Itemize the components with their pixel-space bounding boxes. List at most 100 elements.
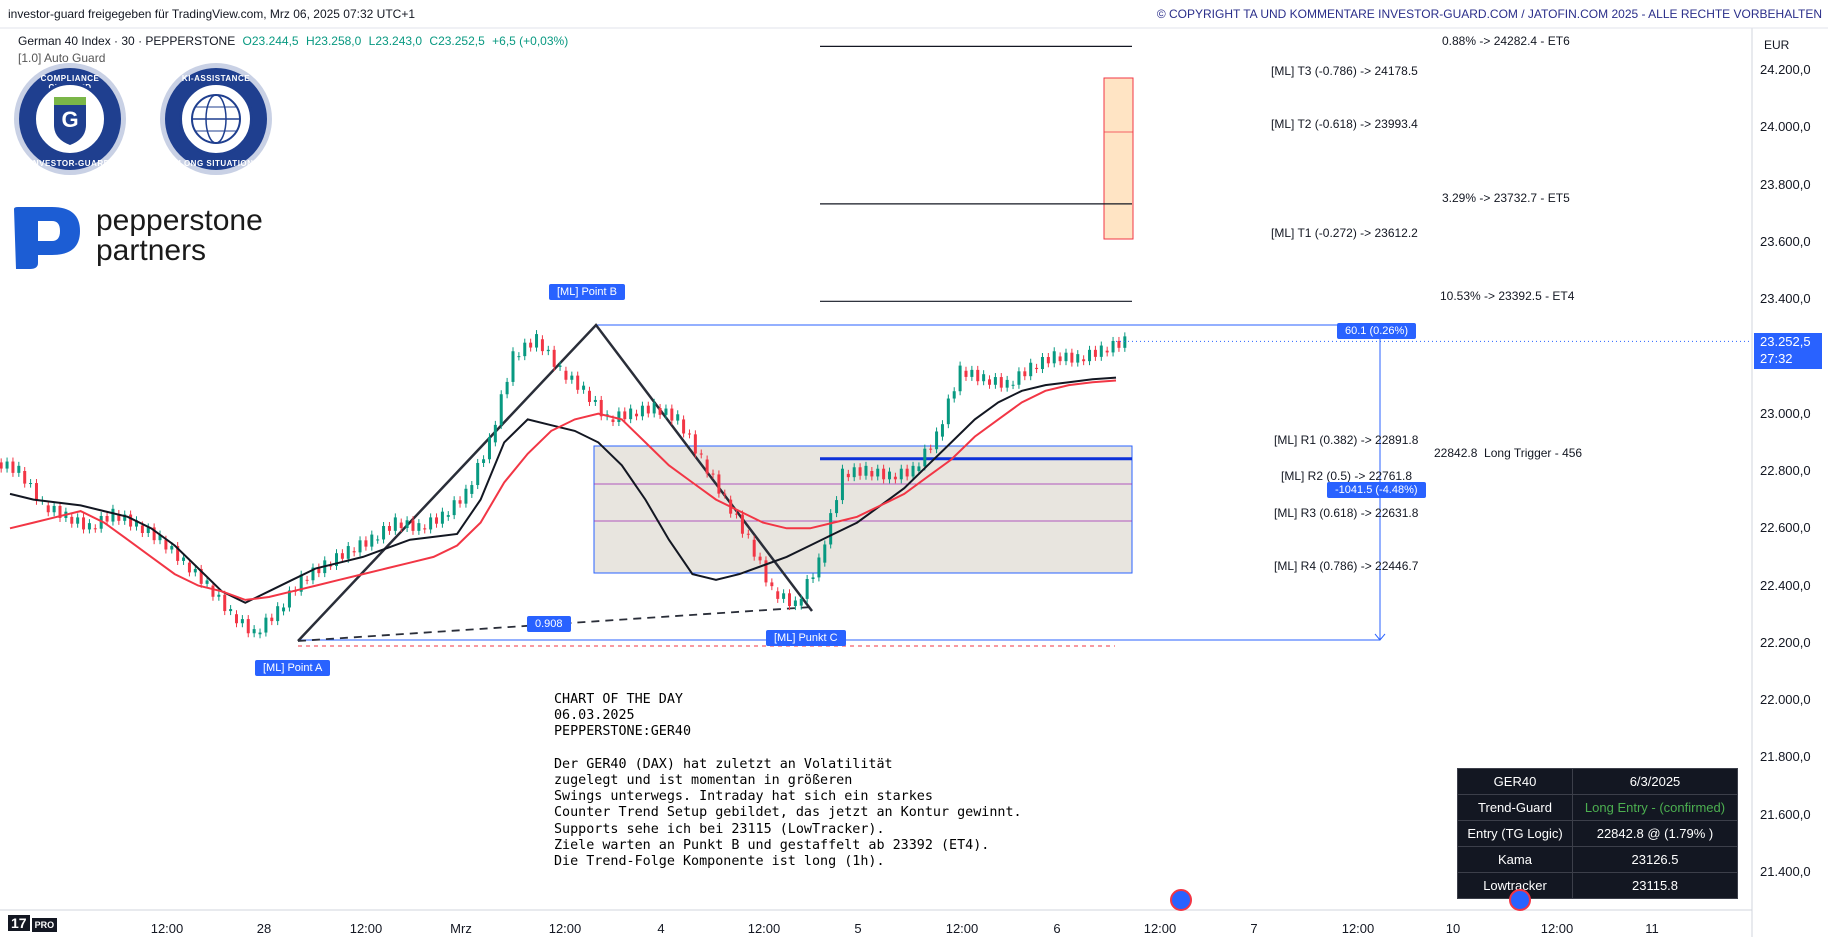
economic-event-icon[interactable] [1170,889,1192,911]
candle-body [482,459,486,463]
ki-assistance-badge: KI-ASSISTANCE LONG SITUATION [160,63,272,175]
et6-label: 0.88% -> 24282.4 - ET6 [1442,34,1570,48]
time-tick-label: Mrz [450,921,472,936]
candle-body [387,525,391,531]
candle-body [205,580,209,584]
candle-body [282,607,286,612]
candle-body [382,525,386,540]
candle-body [82,517,86,530]
candle-body [1082,359,1086,362]
low-value: L23.243,0 [368,34,423,48]
candle-body [1023,371,1027,377]
candle-body [999,377,1003,388]
candle-body [158,534,162,541]
retracement-zone [593,445,1133,574]
candle-body [640,405,644,417]
table-cell: GER40 [1457,768,1573,795]
candle-body [234,614,238,624]
candle-body [576,375,580,390]
candle-body [193,568,197,573]
measure-down-label[interactable]: -1041.5 (-4.48%) [1327,482,1426,498]
candle-body [352,551,356,553]
candle-body [1058,356,1062,362]
measure-up-label[interactable]: 60.1 (0.26%) [1337,323,1416,339]
commentary-body: Der GER40 (DAX) hat zuletzt an Volatilit… [554,756,1022,870]
time-tick-label: 12:00 [548,921,582,936]
time-tick-label: 5 [854,921,862,936]
tradingview-logo[interactable]: 17 PRO [8,915,58,932]
candle-body [535,334,539,348]
high-value: H23.258,0 [305,34,362,48]
candle-body [511,351,515,382]
candle-body [552,349,556,367]
lowtracker-line [9,379,1117,601]
candle-body [1070,352,1074,363]
symbol-name: German 40 Index · 30 · PEPPERSTONE [18,34,236,48]
candle-body [1046,357,1050,364]
candle-body [1040,357,1044,370]
point-b-label[interactable]: [ML] Point B [549,284,625,300]
trend-guard-table: GER40 6/3/2025 Trend-Guard Long Entry - (c… [1457,768,1738,899]
candle-body [1005,379,1009,388]
candle-body [111,508,115,522]
candle-body [11,461,15,473]
candle-body [740,514,744,534]
price-tick-label: 22.000,0 [1760,692,1811,708]
table-row: GER40 6/3/2025 [1457,768,1738,795]
ki-bottom-label: LONG SITUATION [178,159,254,168]
candle-body [1017,371,1021,385]
candle-body [52,505,56,513]
candle-body [923,448,927,467]
candle-body [982,374,986,382]
candle-body [17,465,21,473]
candle-body [440,511,444,524]
candle-body [499,394,503,425]
r3-label: [ML] R3 (0.618) -> 22631.8 [1274,506,1419,520]
candle-body [46,505,50,513]
point-c-label[interactable]: [ML] Punkt C [766,630,846,646]
candle-body [70,516,74,524]
time-tick-label: 12:00 [150,921,184,936]
candle-body [1088,349,1092,362]
candle-body [940,424,944,437]
candle-body [911,465,915,477]
candle-body [876,468,880,477]
kama-line [9,376,1117,604]
point-a-label[interactable]: [ML] Point A [255,660,331,676]
symbol-legend[interactable]: German 40 Index · 30 · PEPPERSTONE O23.2… [18,34,572,48]
ratio-label[interactable]: 0.908 [527,616,571,632]
change-value: +6,5 (+0,03%) [492,34,569,48]
table-cell: Long Entry - (confirmed) [1572,794,1738,821]
price-tick-label: 22.200,0 [1760,634,1811,650]
currency-label[interactable]: EUR [1764,38,1790,52]
candle-body [735,513,739,515]
candle-body [682,419,686,434]
time-tick-label: 10 [1445,921,1461,936]
candle-body [529,342,533,348]
candle-body [1064,352,1068,362]
candle-body [140,525,144,534]
candle-body [170,546,174,550]
candle-body [270,617,274,622]
candle-body [246,619,250,634]
candle-body [776,591,780,599]
indicator-legend[interactable]: [1.0] Auto Guard [18,51,106,65]
candle-body [405,520,409,528]
candle-body [152,527,156,541]
candle-body [558,365,562,367]
candle-body [217,594,221,597]
economic-event-icon[interactable] [1509,889,1531,911]
candle-body [1117,340,1121,348]
time-tick-label: 12:00 [1143,921,1177,936]
candle-body [23,471,27,484]
candle-body [146,527,150,534]
candle-body [652,402,656,414]
candle-body [223,594,227,612]
compliance-bottom-label: INVESTOR-GUARD [30,159,110,168]
table-row: Lowtracker 23115.8 [1457,872,1738,899]
candle-body [123,514,127,521]
candle-body [358,540,362,553]
candle-body [858,467,862,476]
candle-body [252,629,256,634]
